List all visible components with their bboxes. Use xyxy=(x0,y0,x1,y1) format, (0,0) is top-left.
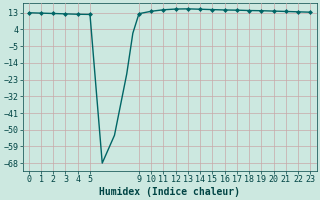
X-axis label: Humidex (Indice chaleur): Humidex (Indice chaleur) xyxy=(99,186,240,197)
